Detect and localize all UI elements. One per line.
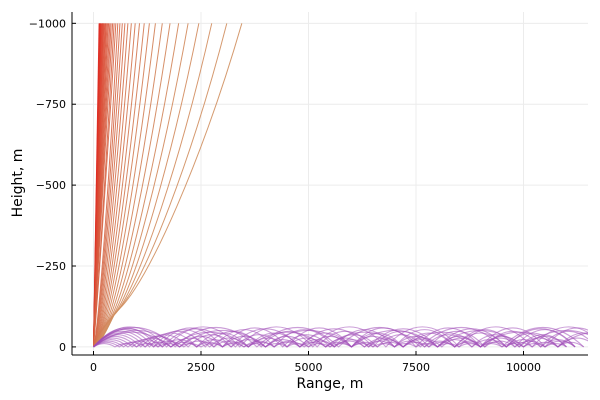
escaping-ray-line <box>93 23 171 348</box>
series-layer <box>93 23 588 348</box>
trapped-ray-line <box>93 342 567 348</box>
grid-layer <box>72 12 588 355</box>
y-tick-label: 0 <box>59 341 66 354</box>
x-tick-label: 0 <box>90 361 97 374</box>
axis-layer: 0 2500 5000 7500 10000 0 −250 −500 −750 −1000 <box>29 12 588 374</box>
y-tick-label: −1000 <box>29 17 66 30</box>
trapped-ray-line <box>93 330 588 348</box>
x-axis-title: Range, m <box>297 376 364 392</box>
trapped-rays-group <box>93 326 588 348</box>
escaping-ray-line <box>93 23 180 348</box>
x-tick-label: 2500 <box>187 361 215 374</box>
escaping-ray-line <box>93 23 243 348</box>
y-tick-label: −750 <box>36 98 66 111</box>
trapped-ray-line <box>93 326 588 348</box>
escaping-ray-line <box>93 23 117 347</box>
x-tick-label: 10000 <box>506 361 541 374</box>
trapped-ray-line <box>93 331 588 348</box>
x-tick-label: 5000 <box>295 361 323 374</box>
y-tick-label: −500 <box>36 179 66 192</box>
y-axis-title: Height, m <box>10 149 26 218</box>
y-tick-label: −250 <box>36 260 66 273</box>
x-tick-label: 7500 <box>402 361 430 374</box>
